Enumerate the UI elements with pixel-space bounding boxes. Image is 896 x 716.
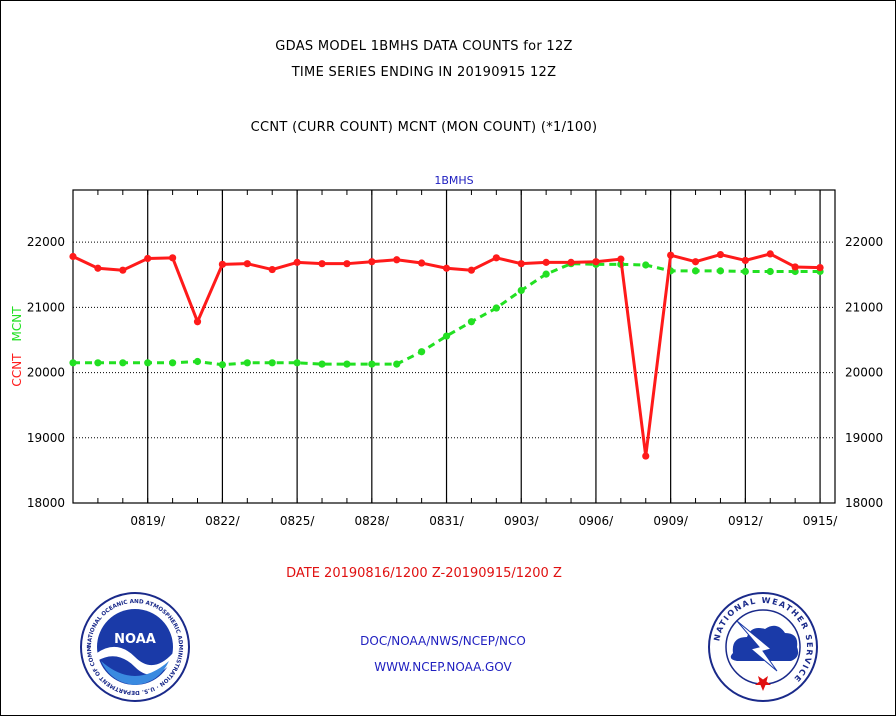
point-ccnt [418,259,426,267]
plot-frame [72,189,836,504]
point-ccnt [791,263,799,271]
y-tick-label-left: 18000 [27,496,65,510]
point-mcnt [492,304,500,312]
point-ccnt [642,452,650,460]
point-mcnt [268,359,276,367]
point-ccnt [592,258,600,266]
point-ccnt [467,266,476,274]
point-mcnt [69,359,77,367]
point-ccnt [492,254,500,262]
x-tick-label: 0828/ [355,514,391,528]
nws-lightning-icon [736,620,778,672]
y-tick-label-right: 20000 [845,366,883,380]
point-mcnt [467,318,476,326]
chart-title-line2: TIME SERIES ENDING IN 20190915 12Z [291,65,557,80]
point-ccnt [69,252,77,261]
point-mcnt [741,267,749,276]
chart-subtitle: CCNT (CURR COUNT) MCNT (MON COUNT) (*1/1… [250,120,598,135]
point-mcnt [368,360,376,368]
point-ccnt [94,264,102,272]
noaa-logo-text: NOAA [114,632,156,647]
point-mcnt [94,359,102,367]
x-tick-label: 0906/ [579,514,615,528]
point-ccnt [119,266,127,274]
point-ccnt [368,258,376,266]
y-tick-label-right: 18000 [845,496,883,510]
point-ccnt [766,250,774,258]
point-mcnt [343,360,351,368]
point-ccnt [617,255,625,263]
point-ccnt [741,256,749,265]
point-ccnt [691,258,700,266]
y-label-mcnt: MCNT [10,306,24,342]
noaa-logo: NOAA NATIONAL OCEANIC AND ATMOSPHERIC AD… [79,591,190,702]
point-ccnt [517,260,525,268]
y-tick-label-left: 19000 [27,431,65,445]
point-ccnt [667,251,675,259]
x-tick-label: 0822/ [205,514,241,528]
point-mcnt [766,267,774,276]
point-mcnt [243,359,251,367]
x-tick-label: 0912/ [728,514,764,528]
point-mcnt [218,361,227,369]
point-mcnt [542,270,550,278]
y-tick-label-right: 21000 [845,300,883,314]
point-mcnt [293,359,301,367]
y-label-ccnt: CCNT [10,353,24,387]
point-mcnt [393,360,401,368]
url-line[interactable]: WWW.NCEP.NOAA.GOV [374,660,512,674]
point-ccnt [542,258,550,266]
point-ccnt [716,250,725,259]
nws-star-icon [755,676,771,691]
x-tick-label: 0915/ [803,514,839,528]
x-tick-label: 0903/ [504,514,540,528]
point-mcnt [716,267,725,275]
x-tick-label: 0831/ [429,514,465,528]
point-mcnt [691,267,700,275]
point-ccnt [243,260,251,268]
point-mcnt [418,348,426,356]
y-tick-label-left: 21000 [27,300,65,314]
point-mcnt [442,332,451,340]
y-tick-label-left: 20000 [27,366,65,380]
panel-label: 1BMHS [434,174,473,187]
x-tick-label: 0825/ [280,514,316,528]
point-mcnt [318,360,326,368]
nws-logo: NATIONAL WEATHER SERVICE [708,592,818,702]
point-ccnt [318,260,326,268]
org-line[interactable]: DOC/NOAA/NWS/NCEP/NCO [360,634,526,648]
point-ccnt [268,265,276,274]
x-tick-label: 0819/ [130,514,166,528]
y-tick-label-left: 22000 [27,235,65,249]
point-ccnt [218,260,227,268]
date-range-label: DATE 20190816/1200 Z-20190915/1200 Z [286,566,562,581]
point-ccnt [816,263,824,272]
chart-plot: 18000 18000 19000 19000 20000 20000 21000 21000… [10,174,883,528]
y-tick-label-right: 19000 [845,431,883,445]
noaa-bird-icon [97,646,173,675]
point-mcnt [169,359,177,367]
point-mcnt [193,357,202,366]
y-axis-label: CCNT MCNT [10,306,24,387]
point-mcnt [642,261,650,269]
point-ccnt [293,258,301,266]
x-tick-label: 0909/ [653,514,689,528]
point-ccnt [193,318,202,326]
point-ccnt [393,256,401,264]
point-mcnt [144,359,152,367]
point-mcnt [517,286,525,295]
point-ccnt [343,260,351,268]
point-ccnt [442,264,451,272]
point-ccnt [567,258,575,266]
chart-title-line1: GDAS MODEL 1BMHS DATA COUNTS for 12Z [275,39,573,54]
y-tick-label-right: 22000 [845,235,883,249]
point-mcnt [119,359,127,367]
point-ccnt [144,254,152,263]
point-ccnt [169,254,177,262]
